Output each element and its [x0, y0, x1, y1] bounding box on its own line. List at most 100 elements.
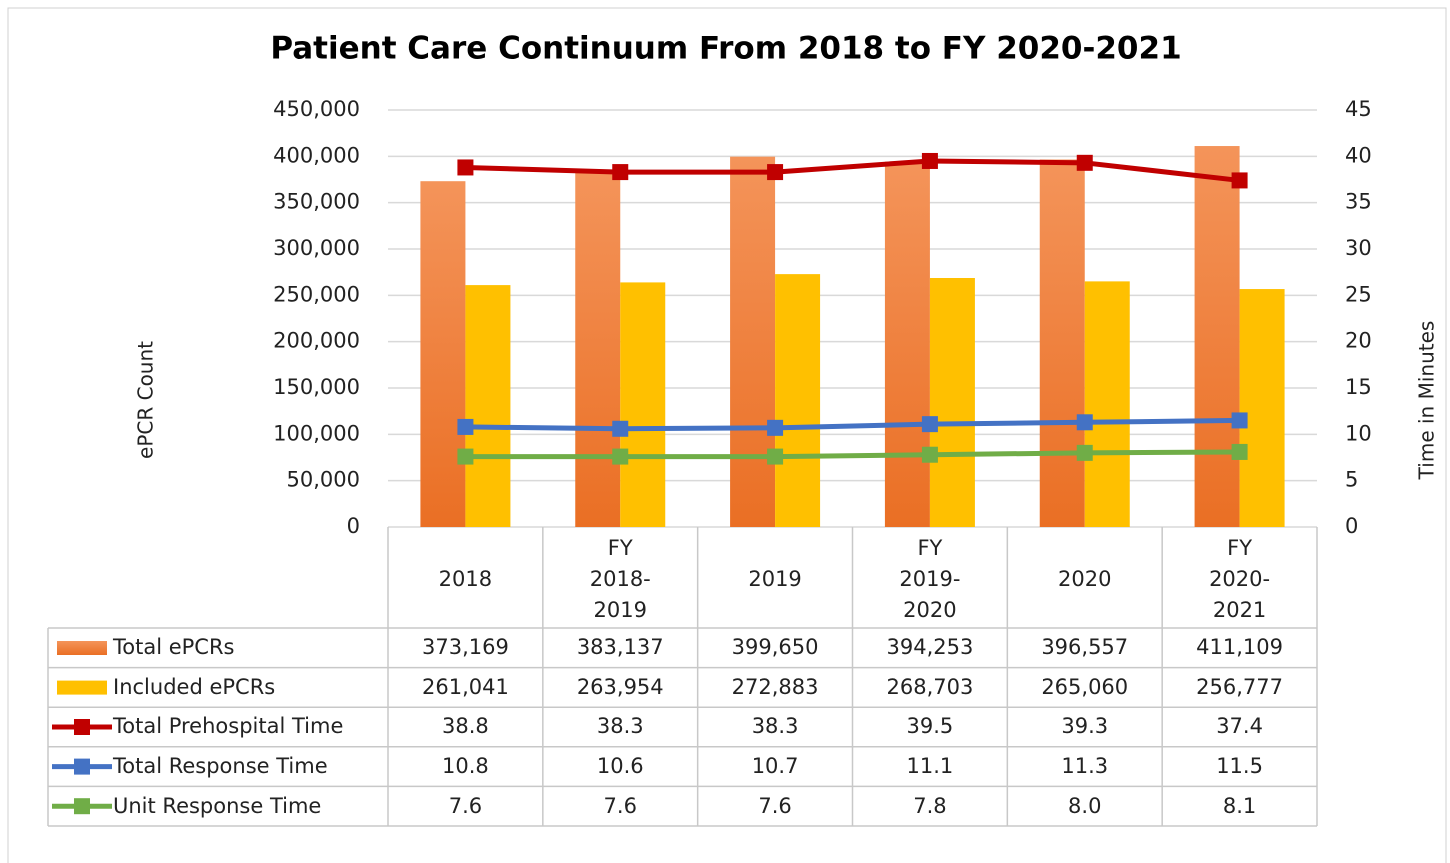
bar	[420, 181, 466, 528]
table-value: 411,109	[1196, 635, 1283, 660]
y2-tick-label: 45	[1345, 97, 1372, 121]
bar	[575, 171, 621, 527]
line	[465, 158, 1240, 183]
y-tick-label: 350,000	[273, 190, 360, 214]
legend-key	[57, 641, 107, 655]
table-value: 10.6	[596, 754, 644, 779]
y-tick-label: 400,000	[273, 143, 360, 167]
legend-label: Unit Response Time	[113, 793, 322, 818]
table-value: 373,169	[421, 635, 509, 660]
bar	[1194, 146, 1240, 527]
bar	[730, 156, 776, 528]
y2-tick-label: 35	[1345, 190, 1372, 214]
x-tick-label: 2019	[748, 566, 802, 591]
marker	[1076, 154, 1093, 171]
legend-key	[74, 758, 90, 775]
chart-title: Patient Care Continuum From 2018 to FY 2…	[270, 31, 1181, 67]
marker	[767, 164, 784, 181]
table-value: 7.6	[448, 793, 483, 818]
marker	[1231, 172, 1248, 189]
bar	[1239, 289, 1285, 527]
table-value: 39.5	[906, 714, 954, 739]
x-tick-label: FY 2020-2021	[1209, 535, 1271, 622]
table-value: 268,703	[886, 674, 974, 699]
table-value: 272,883	[731, 674, 819, 699]
legend-key	[74, 798, 90, 815]
table-value: 265,060	[1041, 674, 1129, 699]
y2-tick-label: 0	[1345, 514, 1358, 538]
table-value: 394,253	[886, 635, 974, 660]
y-tick-label: 450,000	[273, 97, 360, 121]
y-tick-label: 0	[347, 514, 360, 538]
marker	[1076, 414, 1093, 431]
marker	[1231, 443, 1248, 460]
table-value: 399,650	[731, 635, 819, 660]
marker	[457, 448, 474, 465]
y-tick-label: 250,000	[273, 282, 360, 306]
table-value: 11.1	[906, 754, 954, 779]
legend-key	[74, 719, 90, 735]
marker	[921, 416, 938, 433]
marker	[612, 164, 629, 181]
table-value: 383,137	[576, 635, 664, 660]
marker	[612, 448, 629, 465]
x-tick-label: FY 2019-2020	[899, 535, 961, 622]
table-value: 11.3	[1061, 754, 1109, 779]
marker	[1076, 444, 1093, 461]
table-value: 7.6	[758, 793, 792, 818]
y2-tick-label: 5	[1345, 468, 1358, 492]
legend-label: Total Response Time	[113, 754, 328, 779]
legend-key	[57, 680, 107, 695]
table-value: 38.8	[442, 714, 489, 739]
bar	[929, 278, 975, 527]
legend-label: Included ePCRs	[113, 674, 276, 699]
table-value: 38.3	[751, 714, 799, 739]
table-value: 10.8	[442, 754, 489, 779]
x-tick-label: 2020	[1058, 566, 1112, 591]
table-value: 261,041	[421, 674, 509, 699]
table-value: 11.5	[1216, 754, 1263, 779]
bar	[620, 282, 666, 527]
y2-tick-label: 30	[1345, 236, 1372, 260]
table-value: 263,954	[576, 674, 664, 699]
y2-tick-label: 15	[1345, 375, 1372, 399]
table-value: 256,777	[1196, 674, 1283, 699]
line	[465, 449, 1240, 460]
y-axis-label: ePCR Count	[134, 341, 158, 459]
marker	[457, 418, 474, 435]
legend-label: Total Prehospital Time	[113, 714, 344, 739]
marker	[767, 448, 784, 465]
table-value: 37.4	[1216, 714, 1263, 739]
y-tick-label: 150,000	[273, 375, 360, 399]
y-tick-label: 50,000	[287, 468, 360, 492]
marker	[457, 159, 474, 176]
x-tick-label: 2018	[438, 566, 493, 591]
x-tick-label: FY 2018-2019	[589, 535, 651, 622]
y-tick-label: 300,000	[273, 236, 360, 260]
table-value: 8.1	[1222, 793, 1257, 818]
table-value: 7.8	[913, 793, 947, 818]
y-tick-label: 200,000	[273, 329, 360, 353]
y2-axis-label: Time in Minutes	[1415, 321, 1439, 481]
table-value: 7.6	[603, 793, 637, 818]
bar	[884, 161, 930, 528]
table-value: 10.7	[751, 754, 799, 779]
marker	[767, 419, 784, 436]
legend-label: Total ePCRs	[113, 635, 235, 660]
bar	[1084, 281, 1130, 527]
table-value: 396,557	[1041, 635, 1129, 660]
marker	[612, 420, 629, 437]
marker	[921, 152, 938, 169]
table-value: 39.3	[1061, 714, 1109, 739]
y2-tick-label: 10	[1345, 421, 1372, 445]
bar	[775, 274, 821, 527]
marker	[1231, 412, 1248, 429]
chart-border	[7, 7, 1447, 863]
y2-tick-label: 40	[1345, 143, 1372, 167]
table-value: 8.0	[1068, 793, 1102, 818]
table-value: 38.3	[596, 714, 644, 739]
y2-tick-label: 25	[1345, 282, 1372, 306]
y-tick-label: 100,000	[273, 421, 360, 445]
